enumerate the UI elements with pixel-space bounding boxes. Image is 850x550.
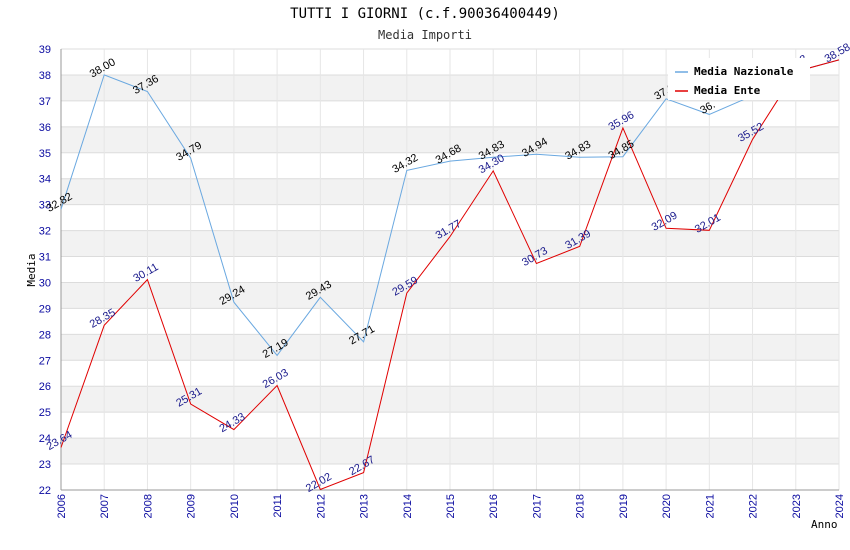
legend-box [668, 58, 810, 100]
y-tick-label: 27 [39, 355, 51, 367]
y-tick-label: 28 [39, 329, 51, 341]
data-label: 32.82 [45, 191, 75, 215]
y-tick-label: 38 [39, 70, 51, 82]
y-tick-label: 35 [39, 148, 51, 160]
y-tick-label: 31 [39, 252, 51, 264]
legend-label-media-nazionale: Media Nazionale [694, 65, 794, 78]
x-tick-label: 2008 [142, 494, 154, 518]
x-tick-label: 2006 [56, 494, 68, 518]
series-line-media-ente [60, 59, 840, 491]
y-tick-label: 33 [39, 200, 51, 212]
y-tick-label: 36 [39, 122, 51, 134]
y-tick-label: 26 [39, 381, 51, 393]
legend-label-media-ente: Media Ente [694, 84, 761, 97]
y-tick-label: 39 [39, 44, 51, 56]
data-label: 34.32 [390, 152, 420, 176]
y-tick-label: 22 [39, 485, 51, 497]
x-tick-label: 2023 [791, 494, 803, 518]
x-tick-label: 2009 [186, 494, 198, 518]
chart-title: TUTTI I GIORNI (c.f.90036400449) [290, 6, 560, 22]
y-tick-label: 25 [39, 407, 51, 419]
x-tick-label: 2011 [272, 494, 284, 518]
x-tick-label: 2012 [315, 494, 327, 518]
data-label: 22.02 [304, 471, 334, 495]
legend: Media Nazionale Media Ente [668, 58, 810, 100]
y-tick-label: 29 [39, 303, 51, 315]
x-tick-label: 2010 [229, 494, 241, 518]
x-axis-title: Anno [811, 518, 838, 531]
y-tick-label: 24 [39, 433, 51, 445]
data-label: 36. [698, 99, 717, 117]
x-tick-label: 2014 [402, 494, 414, 518]
x-tick-label: 2019 [618, 494, 630, 518]
x-tick-label: 2024 [834, 494, 846, 518]
grid-lines [60, 48, 840, 491]
x-tick-label: 2021 [704, 494, 716, 518]
x-tick-labels: 2006 2007 2008 2009 2010 2011 2012 2013 2014 2015… [56, 494, 846, 518]
x-tick-label: 2017 [531, 494, 543, 518]
data-label: 38.58 [823, 41, 850, 65]
y-tick-label: 34 [39, 174, 51, 186]
data-label: 28.35 [88, 307, 118, 331]
x-tick-label: 2007 [99, 494, 111, 518]
x-tick-label: 2013 [359, 494, 371, 518]
y-tick-label: 30 [39, 277, 51, 289]
x-tick-label: 2016 [488, 494, 500, 518]
y-tick-label: 37 [39, 96, 51, 108]
chart-subtitle: Media Importi [378, 28, 472, 42]
y-tick-label: 32 [39, 226, 51, 238]
axes [60, 49, 839, 491]
y-tick-label: 23 [39, 459, 51, 471]
series-lines [60, 59, 840, 491]
x-tick-label: 2018 [575, 494, 587, 518]
y-tick-labels: 22 23 24 25 26 27 28 29 30 31 32 33 34 35 36 37 38 39 [39, 44, 51, 497]
x-tick-label: 2015 [445, 494, 457, 518]
series-line-media-nazionale [60, 59, 840, 357]
data-label: 24.33 [217, 411, 247, 435]
y-axis-title: Media [25, 253, 38, 286]
x-tick-label: 2020 [661, 494, 673, 518]
data-labels: 32.8238.0037.3634.7929.2427.1929.4327.71… [45, 41, 850, 495]
x-tick-label: 2022 [748, 494, 760, 518]
